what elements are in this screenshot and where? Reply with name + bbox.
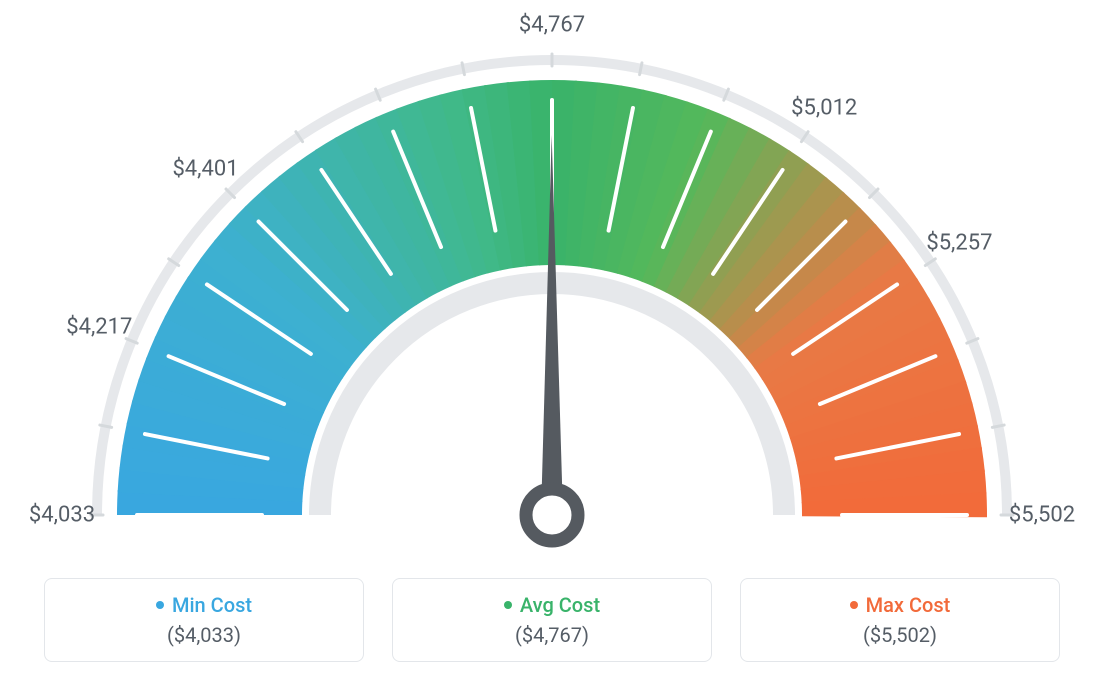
legend-min-title: Min Cost <box>156 593 252 617</box>
gauge-tick-label: $4,033 <box>29 503 95 528</box>
legend-max-title: Max Cost <box>850 593 951 617</box>
gauge-chart: $4,033 $4,217 $4,401 $4,767 $5,012 $5,257 $5,5… <box>0 0 1104 560</box>
legend-avg-title: Avg Cost <box>504 593 600 617</box>
legend-card-max: Max Cost ($5,502) <box>740 578 1060 662</box>
gauge-tick-label: $4,217 <box>66 315 132 340</box>
gauge-tick-label: $4,401 <box>172 156 238 181</box>
legend-avg-value: ($4,767) <box>515 623 589 647</box>
gauge-tick-label: $5,257 <box>926 230 992 255</box>
gauge-tick-label: $5,502 <box>1009 503 1075 528</box>
legend-max-value: ($5,502) <box>863 623 937 647</box>
legend-card-avg: Avg Cost ($4,767) <box>392 578 712 662</box>
legend-card-min: Min Cost ($4,033) <box>44 578 364 662</box>
legend-min-value: ($4,033) <box>167 623 241 647</box>
gauge-tick-label: $5,012 <box>791 95 857 120</box>
gauge-svg <box>0 0 1104 560</box>
gauge-tick-label: $4,767 <box>519 13 585 38</box>
legend-row: Min Cost ($4,033) Avg Cost ($4,767) Max … <box>0 578 1104 662</box>
